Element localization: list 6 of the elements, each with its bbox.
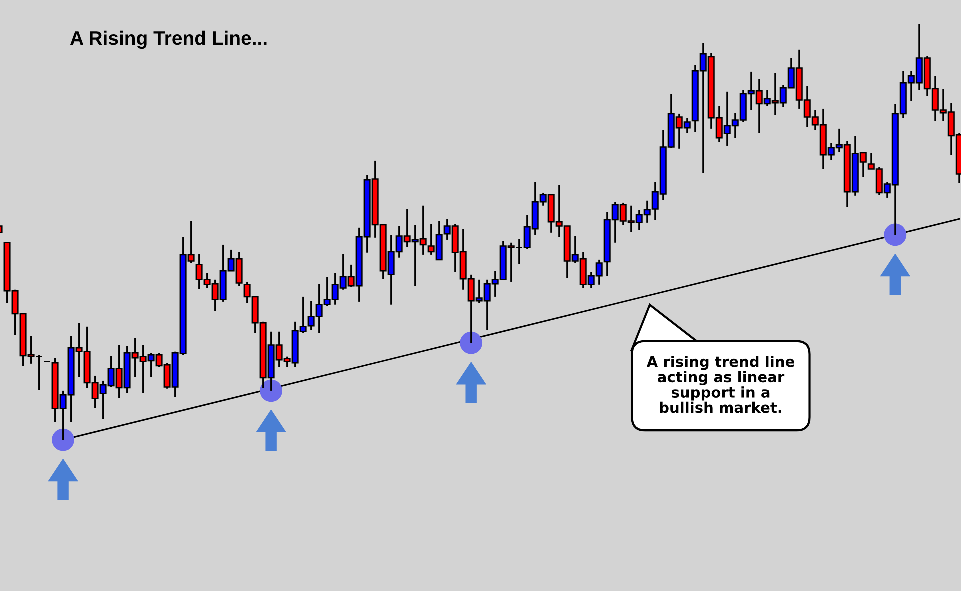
point [460, 332, 483, 354]
point [52, 428, 74, 452]
chart-title: A Rising Trend Line... [70, 30, 267, 50]
point [884, 224, 907, 246]
annotation: A rising trend line acting as linear support in a bullish market. [646, 356, 794, 414]
point [260, 380, 283, 402]
